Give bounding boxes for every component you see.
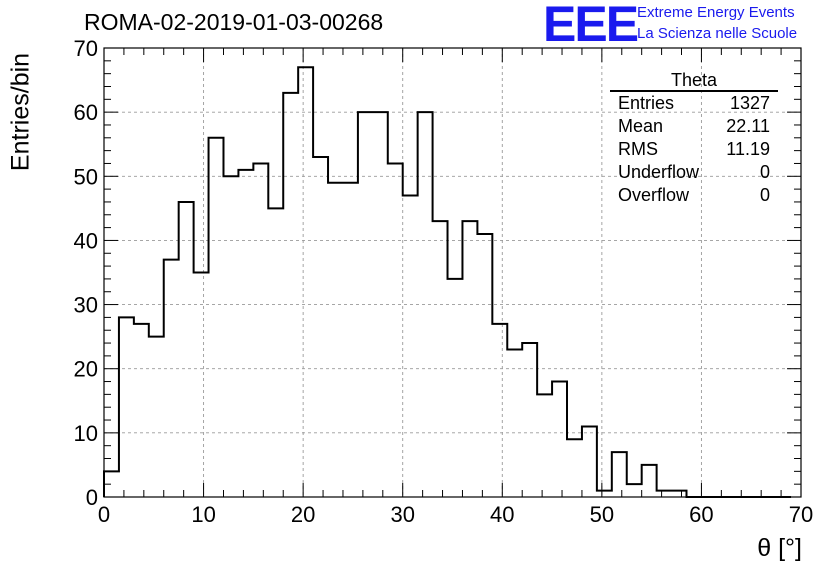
x-tick-label: 60: [689, 502, 713, 527]
histogram-bin: [403, 196, 418, 497]
histogram-bin: [642, 465, 657, 497]
histogram-bin: [298, 67, 313, 497]
logo-caption-line2: La Scienza nelle Scuole: [637, 25, 798, 42]
axis-ticks: [103, 47, 802, 498]
stats-row-rms: RMS 11.19: [610, 138, 778, 161]
histogram-bin: [164, 260, 179, 497]
stats-label: Entries: [618, 93, 675, 113]
stats-box: Theta Entries 1327 Mean 22.11 RMS 11.19 …: [610, 70, 778, 207]
histogram-bin: [552, 382, 567, 497]
plot-frame: [103, 47, 802, 498]
histogram-bin: [612, 452, 627, 497]
histogram-bin: [253, 163, 268, 497]
y-tick-label: 40: [74, 228, 98, 253]
histogram-bin: [134, 324, 149, 497]
histogram-bin: [119, 317, 134, 497]
y-tick-label: 20: [74, 357, 98, 382]
x-tick-label: 20: [291, 502, 315, 527]
histogram-bin: [433, 221, 448, 497]
histogram-bin: [268, 208, 283, 497]
histogram-bin: [657, 491, 672, 497]
x-tick-label: 30: [390, 502, 414, 527]
stats-row-overflow: Overflow 0: [610, 184, 778, 207]
x-axis-label: θ [°]: [757, 534, 802, 562]
chart-title: ROMA-02-2019-01-03-00268: [84, 9, 384, 35]
histogram-bin: [522, 343, 537, 497]
eee-logo: EEE: [543, 0, 639, 52]
x-tick-label: 40: [490, 502, 514, 527]
histogram-bin: [492, 324, 507, 497]
stats-label: RMS: [618, 139, 658, 159]
histogram-bins: [104, 67, 686, 497]
stats-title: Theta: [610, 70, 778, 92]
histogram-bin: [507, 349, 522, 497]
histogram-bin: [209, 138, 224, 497]
stats-value: 1327: [729, 93, 770, 113]
histogram-bin: [537, 394, 552, 497]
stats-row-underflow: Underflow 0: [610, 161, 778, 184]
histogram-bin: [373, 112, 388, 497]
histogram-bin: [567, 439, 582, 497]
histogram-bin: [582, 426, 597, 497]
x-tick-label: 0: [98, 502, 110, 527]
y-axis-label: Entries/bin: [6, 52, 35, 172]
histogram-bin: [448, 279, 463, 497]
stats-row-mean: Mean 22.11: [610, 115, 778, 138]
histogram-bin: [462, 221, 477, 497]
y-tick-label: 30: [74, 293, 98, 318]
y-tick-label: 10: [74, 421, 98, 446]
histogram-bin: [343, 183, 358, 497]
histogram-bin: [104, 471, 119, 497]
stats-label: Overflow: [618, 185, 690, 205]
histogram-bin: [418, 112, 433, 497]
stats-value: 22.11: [726, 116, 770, 136]
histogram-bin: [672, 491, 687, 497]
x-tick-label: 70: [789, 502, 813, 527]
histogram-series: [103, 66, 792, 498]
tick-labels: 0 10 20 30 40 50 60 70 0 10 20 30 40 50 60 70: [74, 36, 814, 527]
stats-row-entries: Entries 1327: [610, 92, 778, 115]
histogram-bin: [358, 112, 373, 497]
y-tick-label: 60: [74, 100, 98, 125]
stats-label: Mean: [618, 116, 664, 136]
stats-label: Underflow: [618, 162, 700, 182]
x-tick-label: 50: [590, 502, 614, 527]
y-tick-label: 0: [86, 485, 98, 510]
x-tick-label: 10: [191, 502, 215, 527]
histogram-bin: [388, 163, 403, 497]
y-tick-label: 50: [74, 164, 98, 189]
histogram-bin: [238, 170, 253, 497]
histogram-bin: [194, 273, 209, 498]
histogram-bin: [179, 202, 194, 497]
stats-value: 0: [759, 185, 770, 205]
histogram-bin: [223, 176, 238, 497]
histogram-bin: [477, 234, 492, 497]
histogram-bin: [627, 484, 642, 497]
y-tick-label: 70: [74, 36, 98, 61]
grid-lines: [104, 48, 801, 497]
histogram-bin: [328, 183, 343, 497]
stats-value: 0: [759, 162, 770, 182]
histogram-bin: [597, 491, 612, 497]
stats-value: 11.19: [726, 139, 770, 159]
histogram-bin: [313, 157, 328, 497]
histogram-bin: [149, 337, 164, 497]
histogram-bin: [283, 93, 298, 497]
logo-caption-line1: Extreme Energy Events: [637, 4, 795, 21]
